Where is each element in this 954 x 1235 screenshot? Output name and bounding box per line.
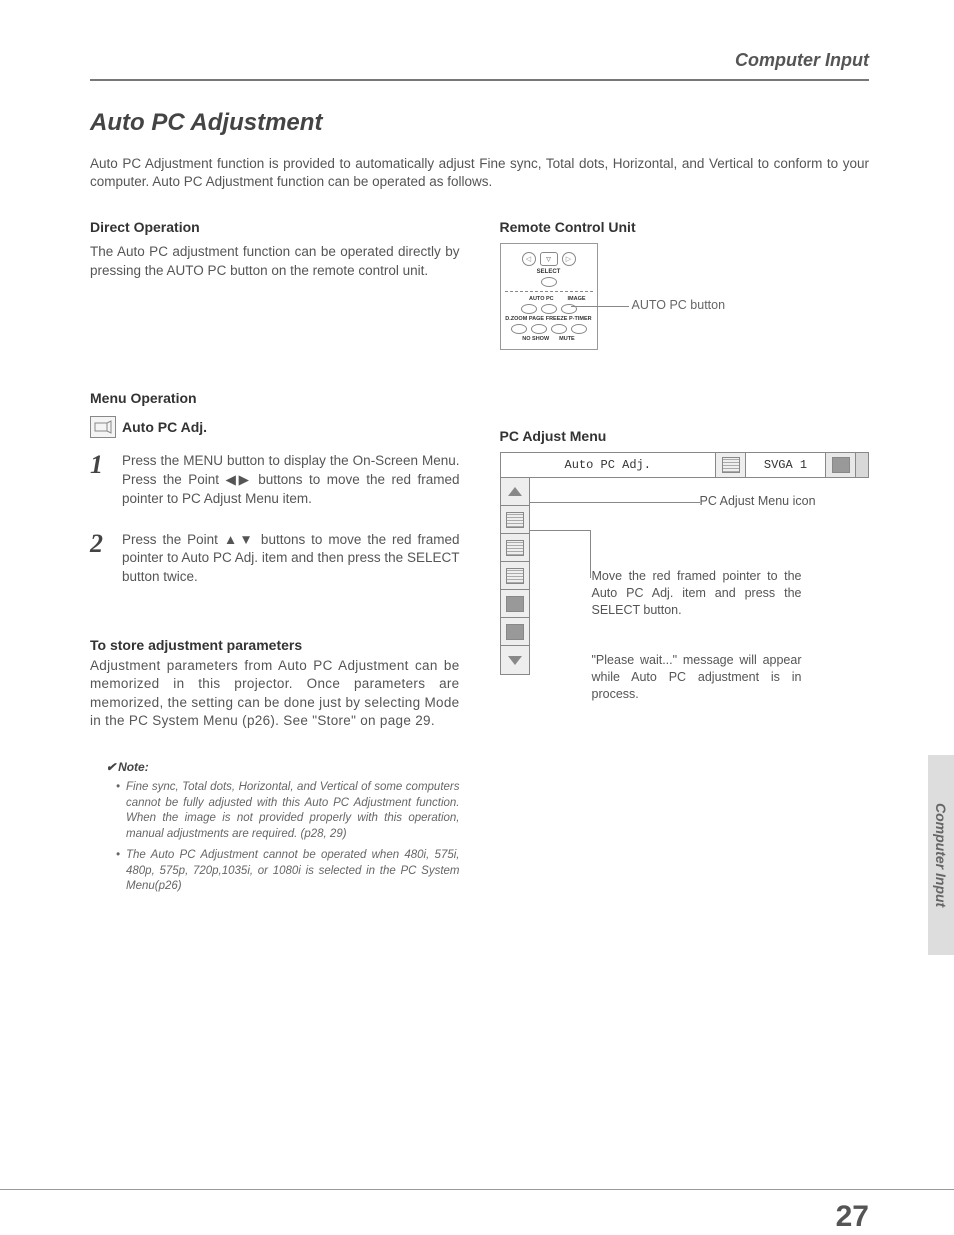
pc-adjust-menu-heading: PC Adjust Menu — [500, 428, 870, 444]
autopc-button-callout: AUTO PC button — [632, 298, 726, 312]
pc-adjust-icon-callout: PC Adjust Menu icon — [700, 494, 816, 508]
page-title: Auto PC Adjustment — [90, 109, 869, 137]
callout-line-1 — [530, 502, 700, 503]
menubar-label: Auto PC Adj. — [501, 453, 717, 477]
menu-up-icon — [501, 478, 529, 506]
menu-item-3 — [501, 562, 529, 590]
store-heading: To store adjustment parameters — [90, 637, 460, 653]
remote-dzoom-label: D.ZOOM — [505, 316, 527, 322]
intro-paragraph: Auto PC Adjustment function is provided … — [90, 155, 869, 191]
remote-btn-a1 — [521, 304, 537, 314]
side-tab: Computer Input — [928, 755, 954, 955]
move-pointer-callout: Move the red framed pointer to the Auto … — [592, 568, 802, 619]
step-number-1: 1 — [90, 452, 108, 509]
remote-select-label: SELECT — [505, 269, 593, 275]
menu-item-2 — [501, 534, 529, 562]
direct-operation-text: The Auto PC adjustment function can be o… — [90, 243, 460, 279]
note-heading: ✔Note: — [106, 760, 460, 774]
remote-center-icon: ▽ — [540, 252, 558, 266]
remote-mute-label: MUTE — [559, 336, 575, 342]
remote-freeze-label: FREEZE — [546, 316, 568, 322]
chapter-header: Computer Input — [90, 50, 869, 71]
remote-ptimer-label: P-TIMER — [569, 316, 592, 322]
menubar-icon-2 — [826, 453, 856, 477]
remote-autopc-label: AUTO PC — [529, 296, 554, 302]
remote-btn-b1 — [511, 324, 527, 334]
menu-down-icon — [501, 646, 529, 674]
remote-btn-b4 — [571, 324, 587, 334]
remote-page-label: PAGE — [529, 316, 544, 322]
remote-select-btn — [541, 277, 557, 287]
step-2-text: Press the Point ▲▼ buttons to move the r… — [122, 531, 460, 588]
page-number: 27 — [836, 1200, 869, 1234]
auto-pc-adj-label: Auto PC Adj. — [122, 419, 207, 435]
note-item-2: The Auto PC Adjustment cannot be operate… — [116, 848, 460, 895]
menu-operation-heading: Menu Operation — [90, 390, 460, 406]
remote-heading: Remote Control Unit — [500, 219, 870, 235]
remote-autopc-btn — [541, 304, 557, 314]
menu-item-5 — [501, 618, 529, 646]
remote-right-icon: ▷ — [562, 252, 576, 266]
menu-item-4 — [501, 590, 529, 618]
header-rule — [90, 79, 869, 81]
menubar-icon-1 — [716, 453, 746, 477]
remote-btn-b3 — [551, 324, 567, 334]
note-item-1: Fine sync, Total dots, Horizontal, and V… — [116, 780, 460, 842]
remote-control-figure: ◁ ▽ ▷ SELECT X AUTO PC IMAGE — [500, 243, 598, 350]
step-number-2: 2 — [90, 531, 108, 588]
callout-line — [571, 306, 629, 307]
auto-pc-adj-icon — [90, 416, 116, 438]
remote-left-icon: ◁ — [522, 252, 536, 266]
remote-image-label: IMAGE — [568, 296, 586, 302]
store-text: Adjustment parameters from Auto PC Adjus… — [90, 657, 460, 730]
callout-line-2 — [530, 530, 590, 531]
menubar-svga: SVGA 1 — [746, 453, 826, 477]
step-1-text: Press the MENU button to display the On-… — [122, 452, 460, 509]
menu-item-1 — [501, 506, 529, 534]
direct-operation-heading: Direct Operation — [90, 219, 460, 235]
please-wait-callout: "Please wait..." message will appear whi… — [592, 652, 802, 703]
menubar-scroll — [856, 453, 868, 477]
pc-adjust-menu-figure: Auto PC Adj. SVGA 1 PC Adjust Menu i — [500, 452, 870, 675]
callout-line-2v — [590, 530, 591, 578]
remote-noshow-label: NO SHOW — [522, 336, 549, 342]
remote-btn-b2 — [531, 324, 547, 334]
